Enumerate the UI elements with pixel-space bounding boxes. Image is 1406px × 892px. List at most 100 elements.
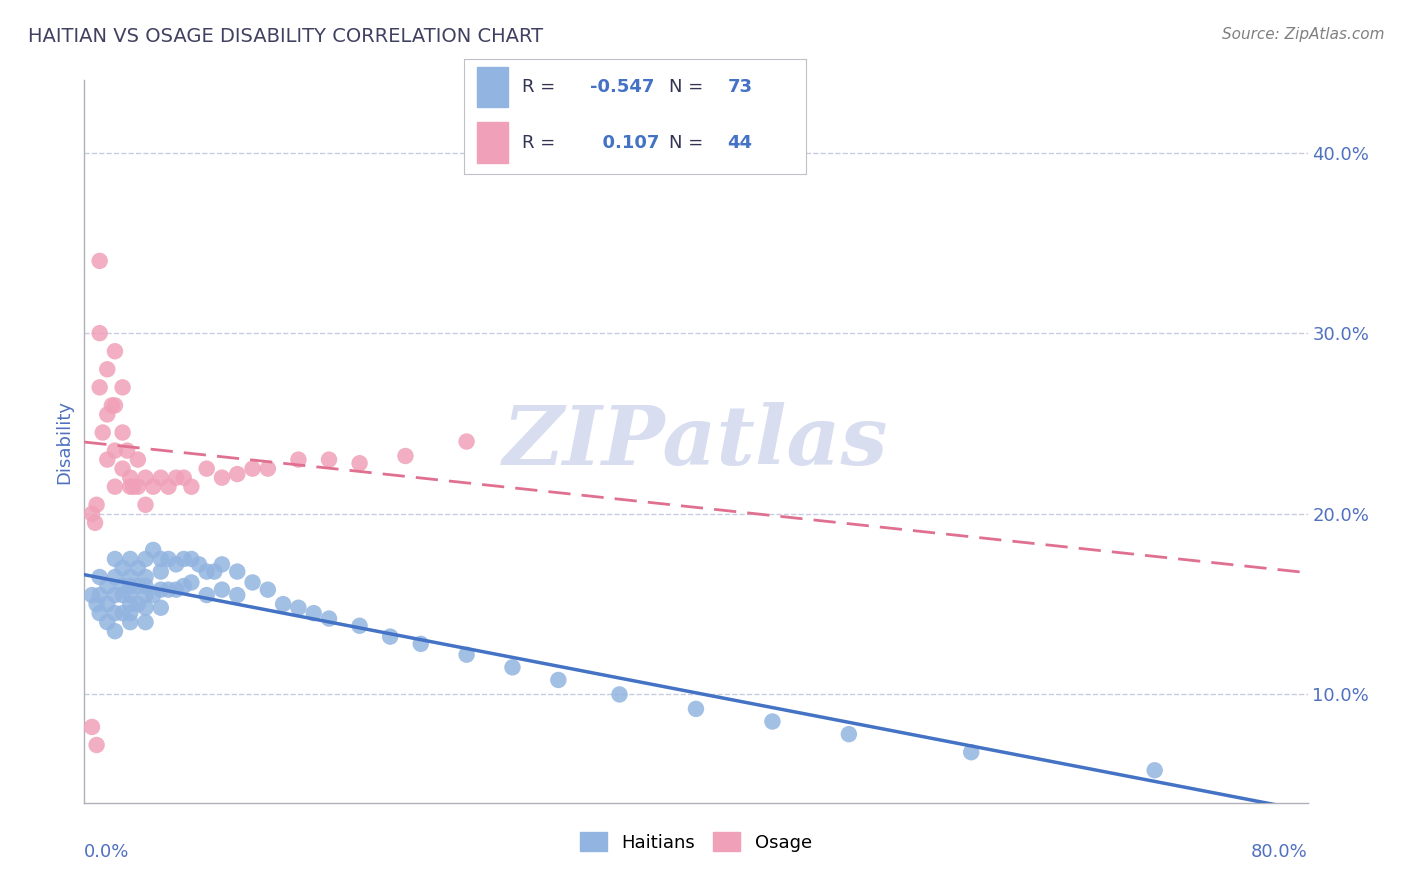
Point bbox=[104, 480, 127, 494]
Point bbox=[394, 449, 416, 463]
Point bbox=[173, 552, 195, 566]
Point bbox=[89, 588, 111, 602]
Point bbox=[409, 637, 432, 651]
Point bbox=[838, 727, 860, 741]
Point bbox=[80, 588, 103, 602]
Point bbox=[287, 452, 309, 467]
Point bbox=[456, 434, 478, 449]
Point bbox=[349, 619, 371, 633]
Point bbox=[135, 498, 157, 512]
Point bbox=[211, 582, 233, 597]
Point bbox=[242, 575, 264, 590]
Point bbox=[157, 552, 180, 566]
Point bbox=[120, 597, 142, 611]
Point bbox=[96, 452, 118, 467]
Point bbox=[242, 461, 264, 475]
Point bbox=[104, 624, 127, 639]
Point bbox=[165, 582, 187, 597]
Point bbox=[122, 480, 145, 494]
Point bbox=[960, 745, 983, 759]
Point bbox=[111, 561, 134, 575]
Point bbox=[120, 552, 142, 566]
Point bbox=[135, 471, 157, 485]
Point bbox=[142, 542, 165, 557]
Point bbox=[157, 582, 180, 597]
Legend: Haitians, Osage: Haitians, Osage bbox=[572, 825, 820, 859]
Point bbox=[302, 606, 325, 620]
Point bbox=[456, 648, 478, 662]
Point bbox=[104, 344, 127, 359]
Point bbox=[318, 452, 340, 467]
Point bbox=[86, 498, 108, 512]
Point bbox=[101, 398, 124, 412]
Point bbox=[96, 615, 118, 630]
Point bbox=[120, 588, 142, 602]
Point bbox=[120, 480, 142, 494]
Point bbox=[135, 588, 157, 602]
Point bbox=[135, 552, 157, 566]
Point bbox=[287, 600, 309, 615]
Point bbox=[96, 597, 118, 611]
Point bbox=[104, 398, 127, 412]
Point bbox=[202, 565, 225, 579]
Point bbox=[271, 597, 294, 611]
Point bbox=[135, 579, 157, 593]
Point bbox=[609, 687, 631, 701]
Point bbox=[135, 615, 157, 630]
Point bbox=[211, 558, 233, 572]
Point bbox=[761, 714, 783, 729]
Point bbox=[226, 467, 249, 481]
Point bbox=[142, 588, 165, 602]
Point bbox=[318, 611, 340, 625]
Point bbox=[86, 597, 108, 611]
Point bbox=[257, 461, 280, 475]
Point bbox=[91, 425, 114, 440]
Point bbox=[165, 471, 187, 485]
Point bbox=[120, 606, 142, 620]
Point bbox=[104, 606, 127, 620]
Point bbox=[211, 471, 233, 485]
Point bbox=[84, 516, 107, 530]
Point bbox=[127, 561, 149, 575]
Point bbox=[149, 565, 172, 579]
Point bbox=[120, 615, 142, 630]
Point bbox=[127, 452, 149, 467]
Point bbox=[86, 738, 108, 752]
Point bbox=[349, 456, 371, 470]
Point bbox=[502, 660, 524, 674]
Point bbox=[111, 579, 134, 593]
Point bbox=[188, 558, 211, 572]
Point bbox=[96, 579, 118, 593]
Point bbox=[104, 588, 127, 602]
Point bbox=[111, 425, 134, 440]
Point bbox=[685, 702, 707, 716]
Point bbox=[111, 606, 134, 620]
Point bbox=[89, 380, 111, 394]
Point bbox=[120, 579, 142, 593]
Point bbox=[80, 507, 103, 521]
Point bbox=[226, 588, 249, 602]
Point bbox=[195, 461, 218, 475]
Point bbox=[104, 443, 127, 458]
Point bbox=[173, 579, 195, 593]
Point bbox=[142, 480, 165, 494]
Point bbox=[135, 570, 157, 584]
Text: HAITIAN VS OSAGE DISABILITY CORRELATION CHART: HAITIAN VS OSAGE DISABILITY CORRELATION … bbox=[28, 27, 543, 45]
Point bbox=[149, 600, 172, 615]
Text: ZIPatlas: ZIPatlas bbox=[503, 401, 889, 482]
Point bbox=[104, 552, 127, 566]
Point bbox=[96, 408, 118, 422]
Point bbox=[111, 461, 134, 475]
Point bbox=[120, 471, 142, 485]
Point bbox=[173, 471, 195, 485]
Point bbox=[180, 552, 202, 566]
Point bbox=[547, 673, 569, 687]
Y-axis label: Disability: Disability bbox=[55, 400, 73, 483]
Point bbox=[226, 565, 249, 579]
Point bbox=[165, 558, 187, 572]
Point bbox=[180, 480, 202, 494]
Point bbox=[1143, 764, 1166, 778]
Point bbox=[127, 480, 149, 494]
Point bbox=[104, 570, 127, 584]
Point bbox=[89, 606, 111, 620]
